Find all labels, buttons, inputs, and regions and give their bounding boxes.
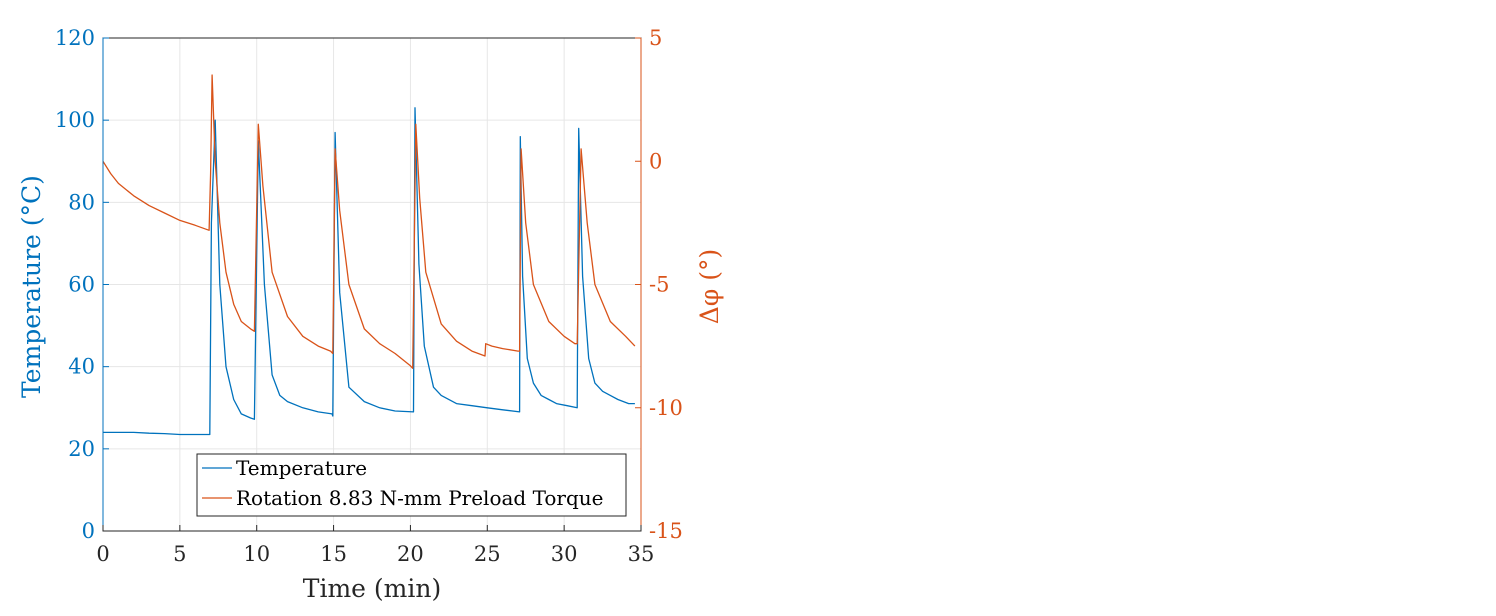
x-tick-label: 20	[397, 542, 424, 566]
y2-tick-label: 0	[649, 149, 662, 173]
y2-tick-label: 5	[649, 26, 662, 50]
axis-right: -15 -10 -5 0 5	[635, 26, 683, 543]
x-tick-label: 15	[320, 542, 347, 566]
y2-tick-label: -10	[649, 396, 683, 420]
x-tick-label: 5	[173, 542, 186, 566]
y-axis-label: Temperature (°C)	[17, 175, 46, 398]
legend-box	[196, 453, 627, 517]
x-axis-label: Time (min)	[303, 574, 441, 603]
y-tick-label: 120	[55, 26, 95, 50]
legend-label-rotation: Rotation 8.83 N-mm Preload Torque	[236, 486, 604, 510]
y-tick-label: 40	[68, 355, 95, 379]
y-tick-label: 60	[68, 273, 95, 297]
y2-axis-label: Δφ (°)	[695, 249, 724, 325]
x-tick-label: 25	[474, 542, 501, 566]
y2-tick-label: -5	[649, 273, 669, 297]
axis-bottom: 0 5 10 15 20 25 30 35	[96, 525, 654, 566]
series-line-rotation	[102, 74, 636, 369]
y2-tick-label: -15	[649, 519, 683, 543]
x-tick-label: 10	[243, 542, 270, 566]
axis-left: 0 20 40 60 80 100 120	[55, 26, 109, 543]
y-tick-label: 20	[68, 437, 95, 461]
legend: Temperature Rotation 8.83 N-mm Preload T…	[196, 453, 627, 517]
x-tick-label: 30	[551, 542, 578, 566]
y-tick-label: 0	[82, 519, 95, 543]
x-tick-label: 35	[628, 542, 655, 566]
series-layer	[102, 74, 636, 436]
series-line-temperature	[103, 107, 635, 436]
legend-label-temperature: Temperature	[236, 456, 367, 480]
y-tick-label: 80	[68, 190, 95, 214]
x-tick-label: 0	[96, 542, 109, 566]
y-tick-label: 100	[55, 108, 95, 132]
grid	[102, 37, 642, 532]
